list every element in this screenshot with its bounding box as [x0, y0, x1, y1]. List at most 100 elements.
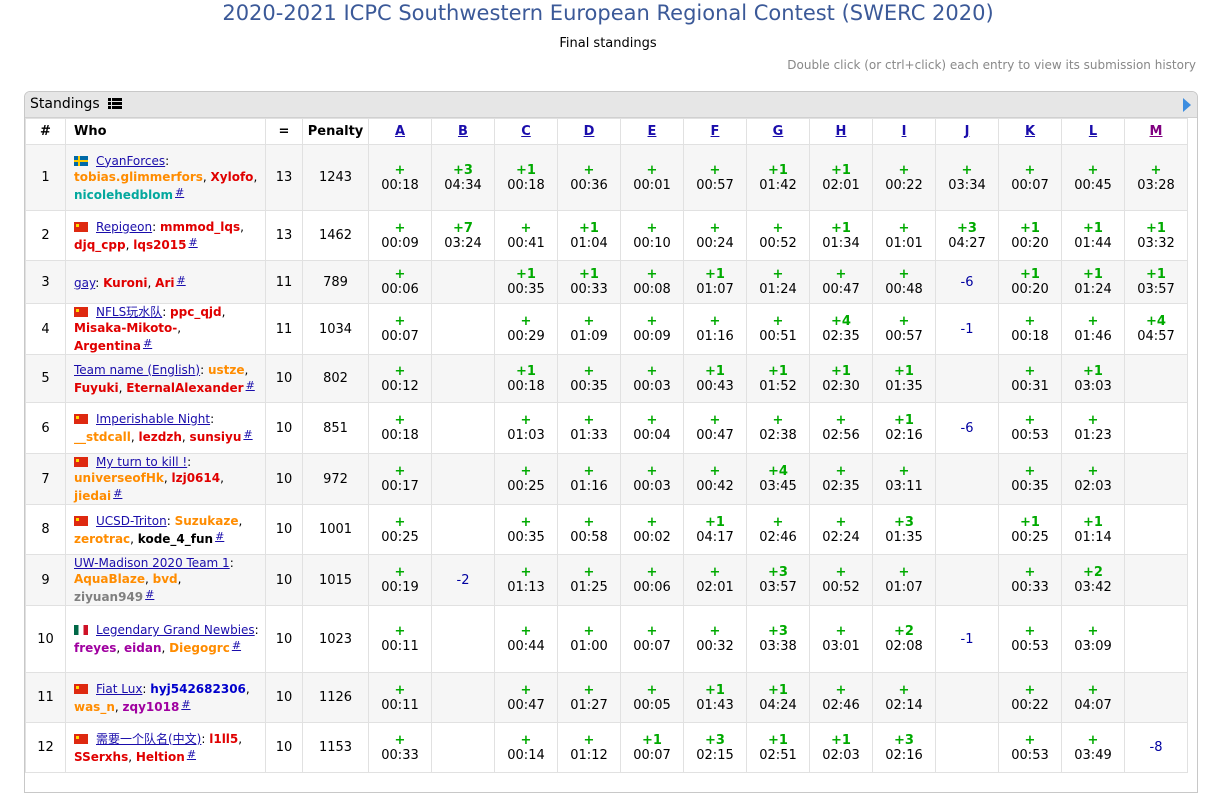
problem-cell-l[interactable]: +01:46: [1061, 303, 1125, 355]
problem-cell-k[interactable]: +00:22: [998, 672, 1062, 723]
team-hash-link[interactable]: #: [188, 235, 198, 249]
problem-cell-g[interactable]: +00:51: [746, 303, 810, 355]
problem-cell-k[interactable]: +00:35: [998, 453, 1062, 505]
member-name[interactable]: lzj0614: [171, 471, 221, 485]
problem-cell-a[interactable]: +00:11: [368, 672, 432, 723]
problem-cell-l[interactable]: +1 01:24: [1061, 260, 1125, 304]
problem-cell-i[interactable]: +02:14: [872, 672, 936, 723]
team-name-link[interactable]: Fiat Lux: [96, 681, 143, 696]
problem-cell-i[interactable]: +2 02:08: [872, 605, 936, 673]
problem-cell-k[interactable]: +00:07: [998, 144, 1062, 211]
problem-link-k[interactable]: K: [1024, 124, 1036, 139]
problem-cell-c[interactable]: +00:35: [494, 504, 558, 555]
member-name[interactable]: kode_4_fun: [137, 531, 214, 546]
member-name[interactable]: lqs2015: [133, 237, 187, 252]
problem-cell-g[interactable]: +3 03:38: [746, 605, 810, 673]
team-hash-link[interactable]: #: [186, 747, 197, 761]
problem-cell-l[interactable]: +1 01:44: [1061, 210, 1125, 261]
team-name-link[interactable]: CyanForces: [96, 153, 166, 168]
team-name-link[interactable]: Imperishable Night: [96, 412, 211, 426]
problem-cell-a[interactable]: +00:17: [368, 453, 432, 505]
problem-cell-d[interactable]: +01:25: [557, 554, 621, 606]
team-hash-link[interactable]: #: [231, 639, 242, 652]
problem-cell-m[interactable]: +1 03:32: [1124, 210, 1188, 261]
problem-cell-l[interactable]: +1 03:03: [1061, 354, 1125, 403]
problem-cell-j[interactable]: [935, 504, 999, 555]
problem-link-f[interactable]: F: [710, 124, 720, 139]
problem-cell-m[interactable]: +4 04:57: [1124, 303, 1188, 355]
problem-cell-b[interactable]: [431, 260, 495, 304]
table-row[interactable]: 3 gay: Kuroni, Ari #11 789 +00:06 +1 00:35 +1 00…: [25, 260, 1188, 304]
team-hash-link[interactable]: #: [176, 274, 186, 287]
problem-cell-b[interactable]: [431, 402, 495, 454]
problem-cell-j[interactable]: [935, 722, 999, 773]
member-name[interactable]: Misaka-Mikoto-: [74, 321, 178, 335]
table-row[interactable]: 9 UW-Madison 2020 Team 1: AquaBlaze, bvd,…: [25, 554, 1188, 606]
problem-cell-k[interactable]: +00:53: [998, 402, 1062, 454]
problem-link-j[interactable]: J: [964, 124, 970, 139]
problem-link-l[interactable]: L: [1088, 124, 1098, 139]
problem-cell-f[interactable]: +1 01:43: [683, 672, 747, 723]
member-name[interactable]: Ari: [155, 276, 175, 290]
problem-cell-k[interactable]: +00:53: [998, 722, 1062, 773]
problem-cell-f[interactable]: +00:57: [683, 144, 747, 211]
table-row[interactable]: 8 UCSD-Triton: Suzukaze, zerotrac, kode_4…: [25, 504, 1188, 555]
list-icon[interactable]: [108, 98, 123, 109]
problem-link-m[interactable]: M: [1149, 124, 1163, 139]
problem-cell-a[interactable]: +00:18: [368, 144, 432, 211]
problem-cell-a[interactable]: +00:12: [368, 354, 432, 403]
team-name-link[interactable]: 需要一个队名(中文): [96, 731, 202, 746]
problem-cell-i[interactable]: +1 01:35: [872, 354, 936, 403]
problem-cell-d[interactable]: +00:58: [557, 504, 621, 555]
problem-cell-g[interactable]: +1 01:42: [746, 144, 810, 211]
problem-cell-i[interactable]: +00:57: [872, 303, 936, 355]
problem-cell-c[interactable]: +1 00:35: [494, 260, 558, 304]
team-name-link[interactable]: NFLS玩水队: [96, 305, 163, 319]
member-name[interactable]: zqy1018: [122, 699, 180, 714]
problem-cell-g[interactable]: +1 02:51: [746, 722, 810, 773]
member-name[interactable]: nicolehedblom: [74, 187, 173, 202]
problem-cell-b[interactable]: +7 03:24: [431, 210, 495, 261]
problem-cell-j[interactable]: -1: [935, 605, 999, 673]
problem-cell-k[interactable]: +1 00:25: [998, 504, 1062, 555]
problem-cell-g[interactable]: +3 03:57: [746, 554, 810, 606]
problem-cell-h[interactable]: +1 02:01: [809, 144, 873, 211]
problem-cell-c[interactable]: +00:47: [494, 672, 558, 723]
problem-link-c[interactable]: C: [521, 124, 531, 139]
problem-cell-h[interactable]: +1 02:30: [809, 354, 873, 403]
problem-cell-l[interactable]: +1 01:14: [1061, 504, 1125, 555]
problem-cell-f[interactable]: +01:16: [683, 303, 747, 355]
problem-cell-i[interactable]: +00:48: [872, 260, 936, 304]
problem-cell-l[interactable]: +04:07: [1061, 672, 1125, 723]
problem-cell-l[interactable]: +03:09: [1061, 605, 1125, 673]
table-row[interactable]: 1 CyanForces: tobias.glimmerfors, Xylofo,…: [25, 144, 1188, 211]
problem-cell-j[interactable]: +03:34: [935, 144, 999, 211]
problem-cell-d[interactable]: +01:16: [557, 453, 621, 505]
problem-cell-h[interactable]: +1 01:34: [809, 210, 873, 261]
problem-cell-d[interactable]: +01:27: [557, 672, 621, 723]
problem-cell-e[interactable]: +00:04: [620, 402, 684, 454]
problem-cell-c[interactable]: +1 00:18: [494, 144, 558, 211]
problem-link-b[interactable]: B: [458, 124, 468, 139]
problem-cell-a[interactable]: +00:07: [368, 303, 432, 355]
member-name[interactable]: was_n: [74, 699, 115, 714]
problem-link-i[interactable]: I: [901, 124, 907, 139]
problem-cell-k[interactable]: +1 00:20: [998, 260, 1062, 304]
problem-cell-i[interactable]: +01:07: [872, 554, 936, 606]
problem-cell-a[interactable]: +00:18: [368, 402, 432, 454]
problem-cell-b[interactable]: -2: [431, 554, 495, 606]
problem-cell-e[interactable]: +1 00:07: [620, 722, 684, 773]
problem-cell-c[interactable]: +00:14: [494, 722, 558, 773]
problem-cell-i[interactable]: +3 02:16: [872, 722, 936, 773]
problem-cell-b[interactable]: [431, 722, 495, 773]
member-name[interactable]: __stdcall: [74, 430, 131, 444]
problem-cell-m[interactable]: [1124, 504, 1188, 555]
problem-cell-b[interactable]: [431, 672, 495, 723]
problem-cell-m[interactable]: +1 03:57: [1124, 260, 1188, 304]
problem-cell-h[interactable]: +02:35: [809, 453, 873, 505]
problem-cell-d[interactable]: +01:12: [557, 722, 621, 773]
problem-cell-b[interactable]: [431, 303, 495, 355]
problem-cell-a[interactable]: +00:09: [368, 210, 432, 261]
problem-link-g[interactable]: G: [772, 124, 784, 139]
problem-cell-c[interactable]: +01:03: [494, 402, 558, 454]
